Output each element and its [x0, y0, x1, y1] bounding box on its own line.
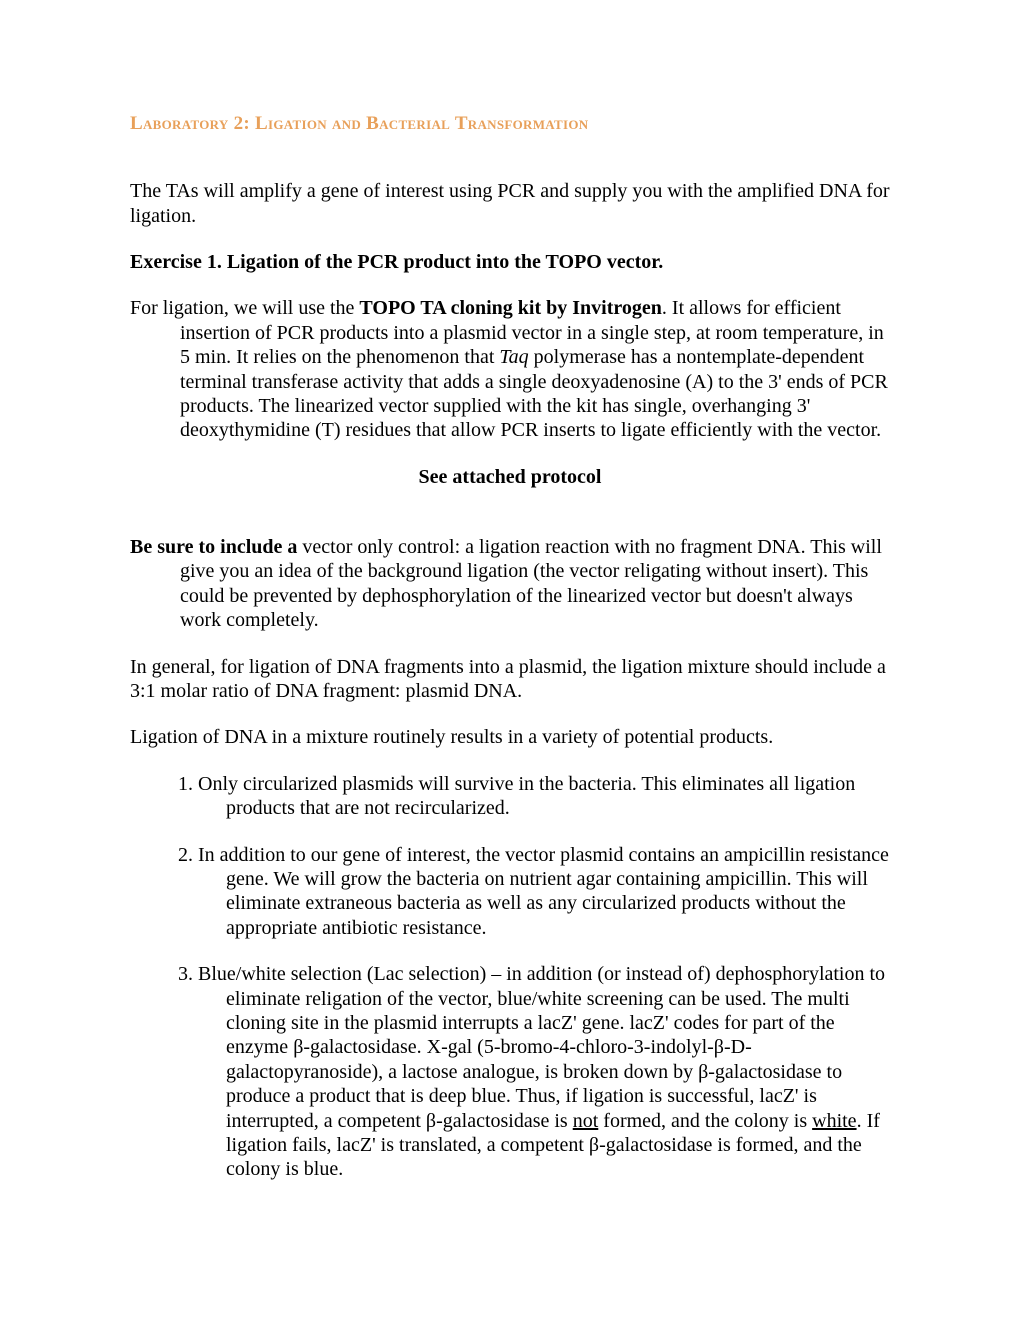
lab-title: Laboratory 2: Ligation and Bacterial Tra…: [130, 112, 890, 135]
ratio-paragraph: In general, for ligation of DNA fragment…: [130, 655, 890, 704]
item3-part-c: formed, and the colony is: [598, 1110, 812, 1132]
item3-not: not: [573, 1110, 599, 1132]
variety-paragraph: Ligation of DNA in a mixture routinely r…: [130, 725, 890, 749]
ligation-paragraph: For ligation, we will use the TOPO TA cl…: [130, 296, 890, 442]
ligation-kit-name: TOPO TA cloning kit by Invitrogen: [359, 297, 661, 319]
control-paragraph: Be sure to include a vector only control…: [130, 535, 890, 633]
item3-smallcaps-d: D: [731, 1036, 745, 1058]
document-page: Laboratory 2: Ligation and Bacterial Tra…: [0, 0, 1020, 1182]
list-item-2: 2. In addition to our gene of interest, …: [130, 843, 890, 941]
list-item-3: 3. Blue/white selection (Lac selection) …: [130, 962, 890, 1182]
item3-part-a: 3. Blue/white selection (Lac selection) …: [178, 963, 885, 1058]
taq-italic: Taq: [499, 346, 528, 368]
item3-white: white: [812, 1110, 856, 1132]
exercise-heading: Exercise 1. Ligation of the PCR product …: [130, 250, 890, 274]
intro-paragraph: The TAs will amplify a gene of interest …: [130, 179, 890, 228]
ligation-lead: For ligation, we will use the: [130, 297, 359, 319]
see-protocol: See attached protocol: [130, 465, 890, 489]
list-item-1: 1. Only circularized plasmids will survi…: [130, 772, 890, 821]
be-sure-lead: Be sure to include a: [130, 536, 297, 558]
